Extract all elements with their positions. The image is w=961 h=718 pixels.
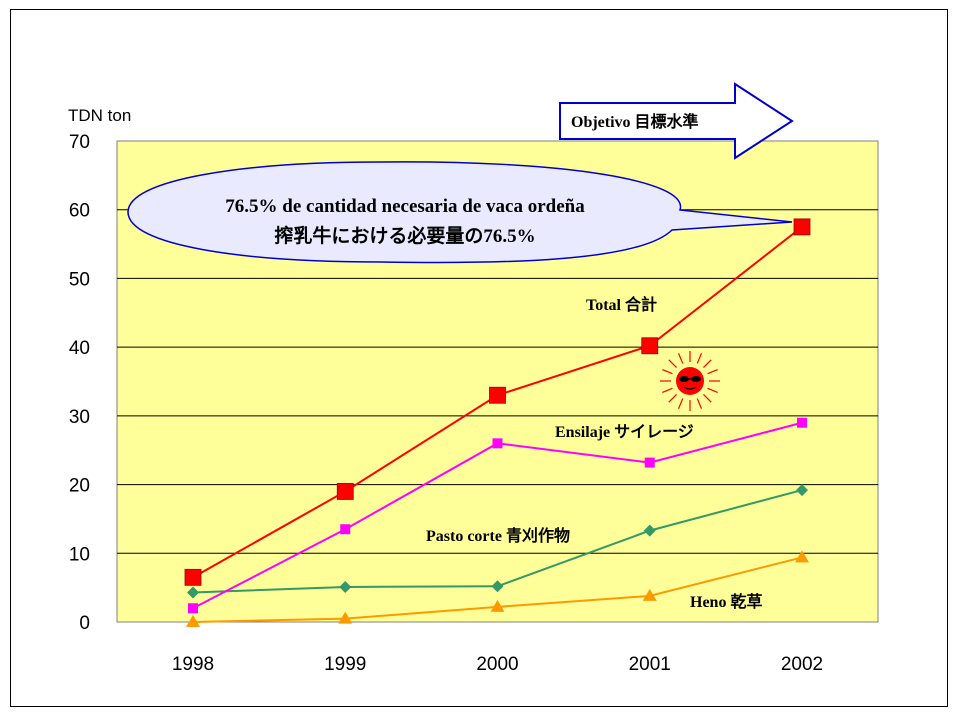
x-tick-label: 2001 [629, 654, 671, 675]
data-point [795, 550, 809, 563]
data-point [187, 586, 199, 599]
data-point [188, 603, 198, 614]
data-point [338, 611, 353, 624]
x-tick-label: 1999 [324, 654, 366, 675]
sun-with-sunglasses-icon [660, 351, 720, 411]
data-point [642, 588, 657, 601]
y-tick-label: 30 [69, 407, 90, 428]
data-point [184, 568, 202, 586]
series-label-heno: Heno 乾草 [690, 592, 762, 611]
series-label-total: Total 合計 [586, 295, 657, 314]
callout-bubble [127, 161, 793, 264]
data-point [186, 615, 200, 627]
objective-arrow: Objetivo 目標水準 [559, 82, 794, 160]
data-point [644, 457, 655, 468]
y-tick-labels: 0 10 20 30 40 50 60 70 [69, 132, 90, 634]
sun-ray [707, 387, 718, 394]
y-tick-label: 50 [69, 269, 90, 290]
sun-ray [703, 394, 712, 403]
data-point [797, 417, 807, 428]
sun-ray [707, 368, 718, 375]
sun-ray [677, 353, 684, 364]
objective-label: Objetivo 目標水準 [571, 112, 699, 131]
data-point [491, 580, 504, 593]
data-point [492, 438, 503, 449]
x-tick-label: 2002 [781, 654, 823, 675]
data-point [643, 524, 656, 537]
y-tick-label: 20 [69, 476, 90, 497]
sun-ray [677, 398, 684, 409]
series-label-ensilaje: Ensilaje サイレージ [555, 423, 694, 441]
y-tick-label: 40 [69, 338, 90, 359]
sun-ray [662, 387, 673, 394]
series-label-pasto: Pasto corte 青刈作物 [426, 526, 570, 545]
y-tick-label: 10 [69, 544, 90, 565]
y-tick-label: 60 [69, 201, 90, 222]
data-point [490, 599, 505, 612]
x-tick-label: 2000 [476, 654, 518, 675]
sun-ray [662, 368, 673, 375]
callout-line-1: 76.5% de cantidad necesaria de vaca orde… [225, 196, 585, 217]
data-point [339, 580, 352, 593]
data-point [641, 337, 659, 355]
data-point [489, 386, 506, 404]
x-tick-labels: 1998 1999 2000 2001 2002 [172, 654, 823, 675]
y-tick-label: 0 [79, 613, 90, 634]
x-tick-label: 1998 [172, 654, 214, 675]
data-point [793, 218, 811, 236]
sun-ray [668, 394, 677, 403]
series-layer [184, 218, 811, 627]
data-point [340, 524, 351, 535]
y-tick-label: 70 [69, 132, 90, 153]
data-point [796, 484, 808, 497]
sun-ray [668, 359, 677, 368]
sun-ray [703, 359, 712, 368]
data-point [336, 483, 354, 500]
callout-line-2: 搾乳牛における必要量の76.5% [274, 224, 535, 247]
arrow-shape [559, 82, 794, 160]
sun-ray [696, 353, 703, 364]
callout: 76.5% de cantidad necesaria de vaca orde… [127, 161, 793, 264]
sun-ray [696, 398, 703, 409]
y-axis-label: TDN ton [68, 106, 131, 125]
